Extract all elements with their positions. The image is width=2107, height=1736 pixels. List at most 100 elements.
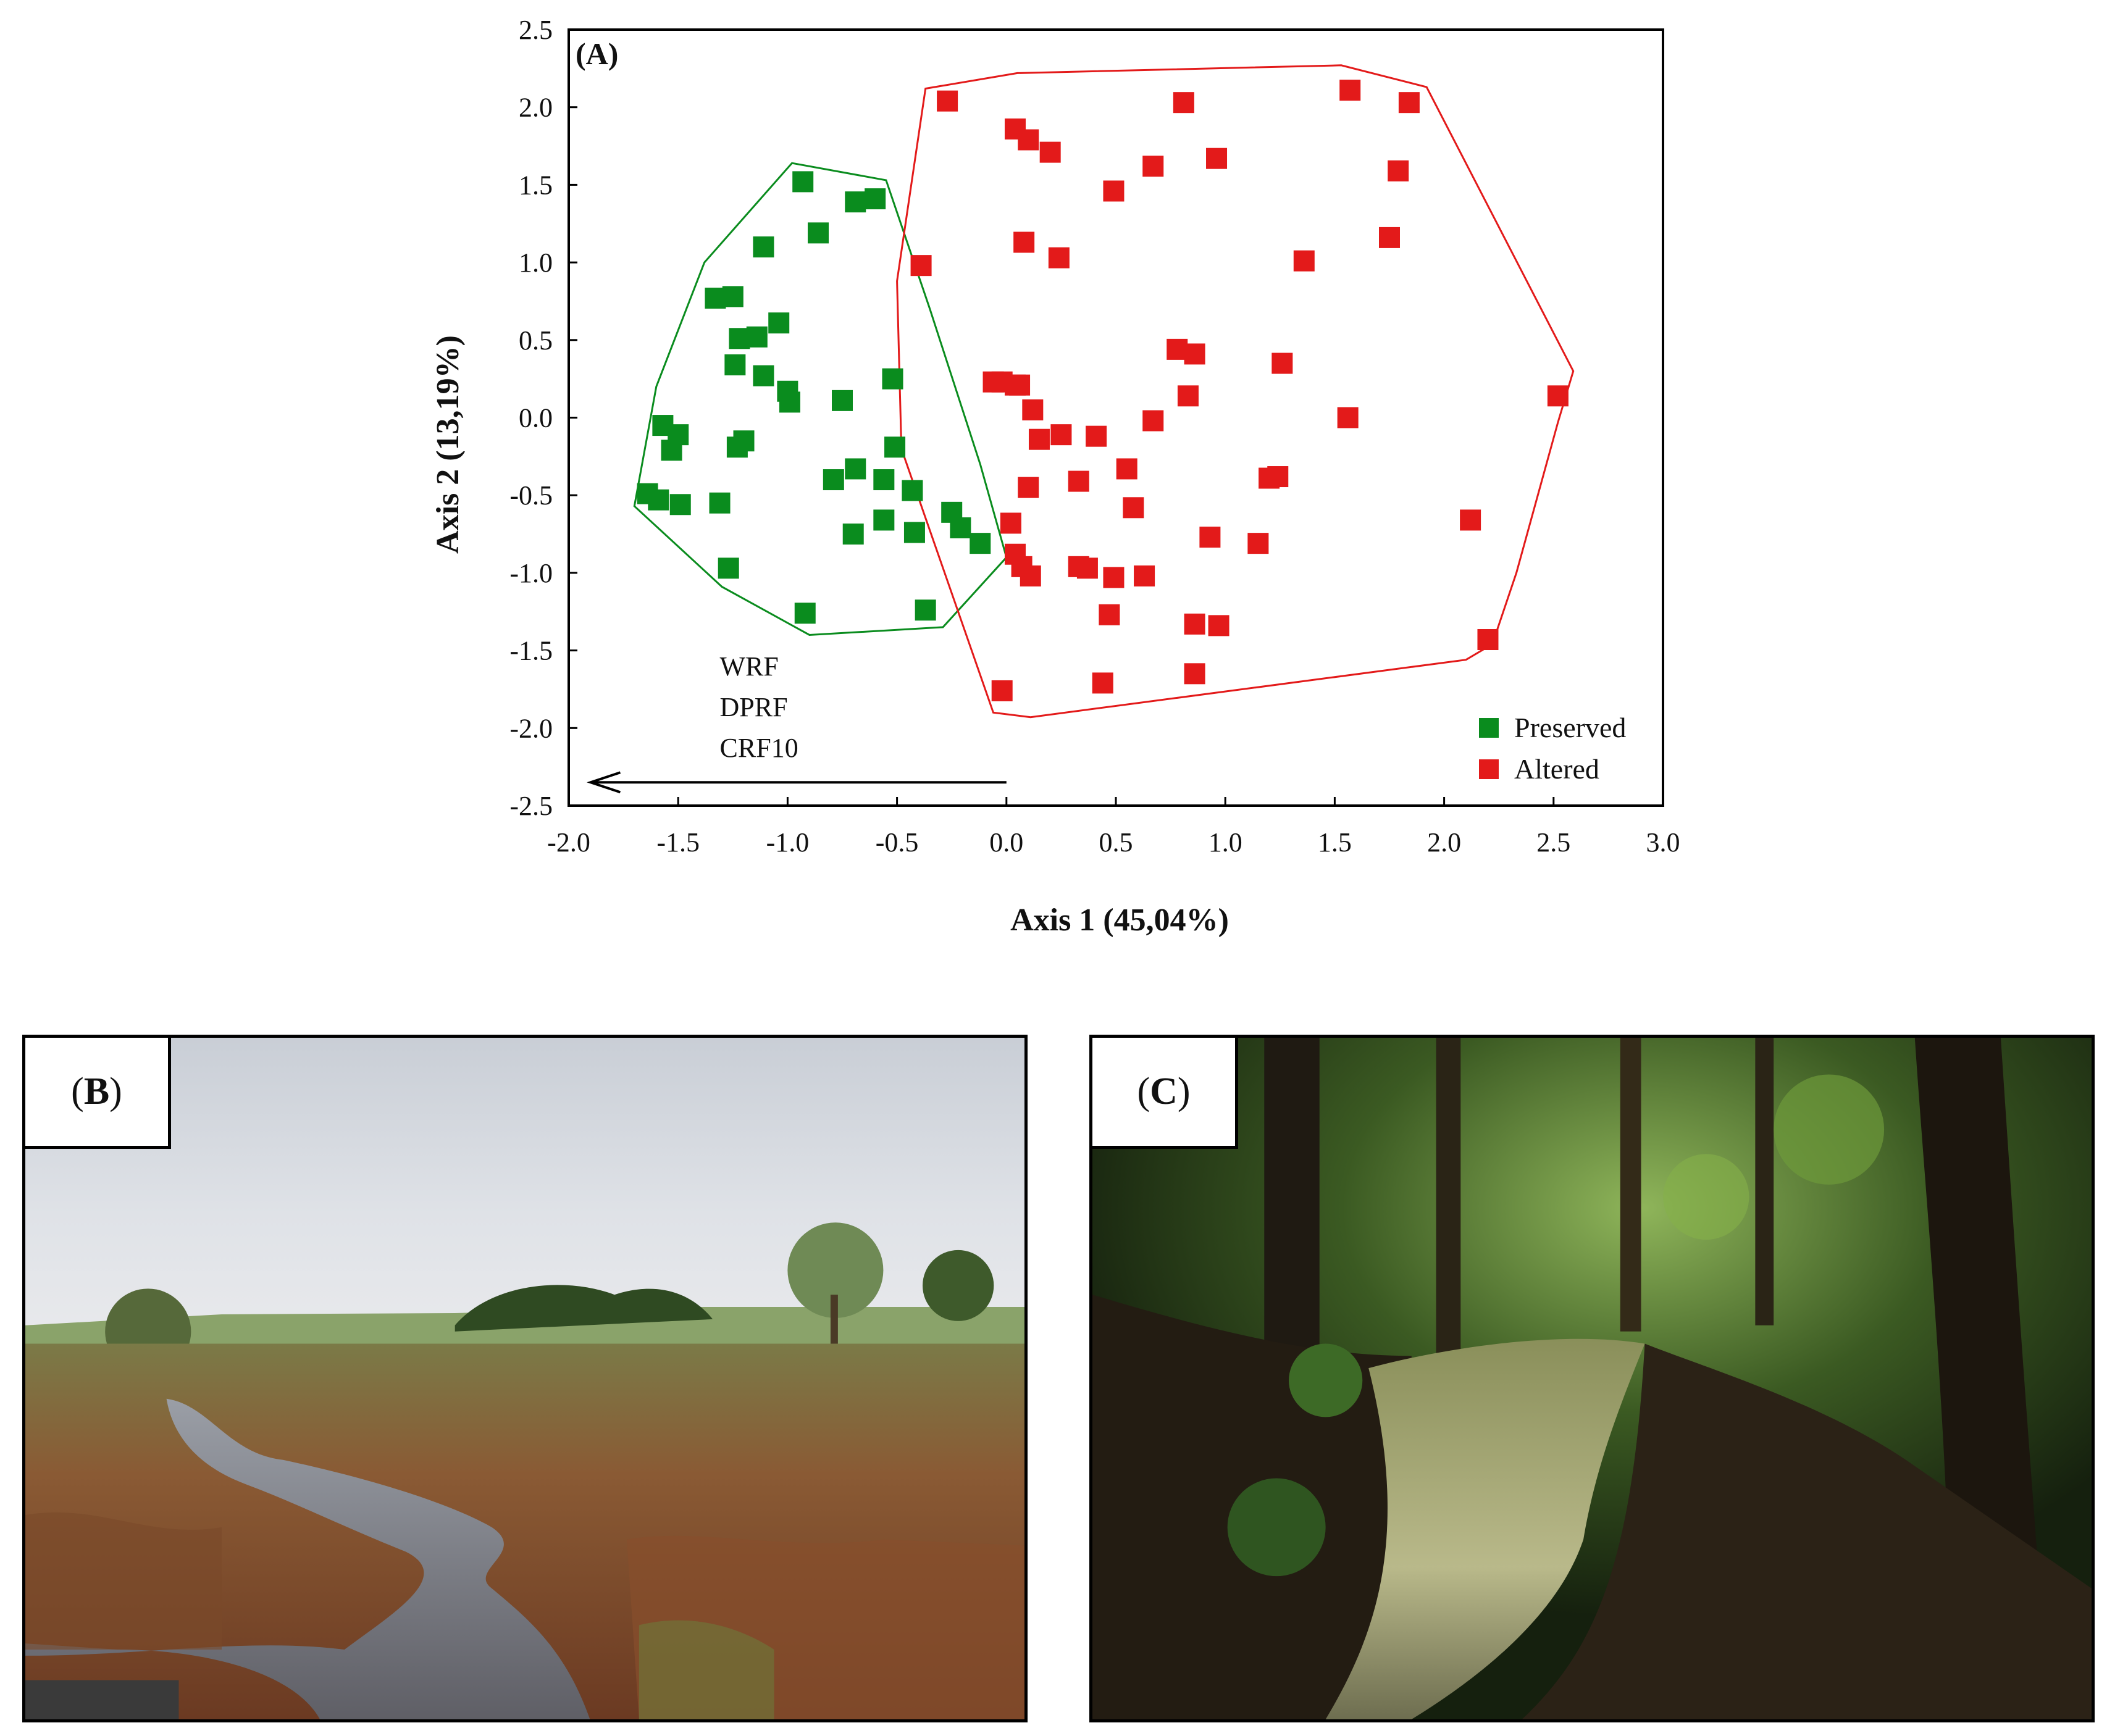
point-altered — [1142, 410, 1164, 432]
x-axis-title: Axis 1 (45,04%) — [1010, 903, 1229, 938]
point-preserved — [705, 287, 726, 309]
x-tick-label: 1.5 — [1318, 827, 1352, 858]
point-altered — [1339, 80, 1361, 101]
legend-swatch-preserved — [1479, 718, 1499, 738]
panel-label-c: (C) — [1092, 1038, 1238, 1149]
point-altered — [1018, 477, 1039, 498]
y-tick-label: 1.5 — [519, 170, 553, 200]
point-preserved — [779, 391, 800, 413]
point-altered — [937, 90, 958, 112]
point-altered — [1013, 232, 1035, 253]
point-altered — [991, 680, 1013, 701]
point-altered — [1267, 466, 1289, 488]
point-preserved — [845, 458, 866, 480]
point-preserved — [884, 436, 906, 458]
point-preserved — [753, 365, 774, 386]
y-axis-ticks: 2.5 2.0 1.5 1.0 0.5 0.0 -0.5 -1.0 -1.5 -2.0 -2.5 — [509, 15, 577, 821]
loading-arrow: WRF DPRF CRF10 — [587, 651, 1007, 794]
point-preserved — [792, 171, 814, 193]
point-preserved — [903, 522, 925, 543]
point-altered — [1206, 148, 1228, 169]
point-preserved — [753, 236, 774, 257]
legend-label-altered: Altered — [1514, 753, 1599, 785]
point-altered — [1547, 385, 1569, 407]
x-tick-label: 1.0 — [1208, 827, 1242, 858]
point-preserved — [724, 354, 746, 376]
panel-label-b: (B) — [25, 1038, 171, 1149]
point-altered — [1271, 353, 1293, 374]
arrow-label: DPRF — [720, 692, 788, 722]
legend-swatch-altered — [1479, 759, 1499, 779]
y-tick-label: 0.0 — [519, 403, 553, 433]
y-tick-label: 0.5 — [519, 325, 553, 356]
point-preserved — [950, 517, 971, 538]
point-altered — [1022, 399, 1044, 420]
x-tick-label: 0.0 — [989, 827, 1023, 858]
point-altered — [1184, 343, 1205, 365]
point-altered — [1477, 629, 1499, 651]
legend-label-preserved: Preserved — [1514, 712, 1626, 743]
point-altered — [1018, 129, 1039, 151]
point-preserved — [873, 509, 895, 531]
point-altered — [1000, 512, 1021, 534]
x-tick-label: 2.5 — [1536, 827, 1570, 858]
legend: Preserved Altered — [1479, 712, 1626, 785]
point-altered — [1086, 425, 1107, 447]
x-tick-label: 3.0 — [1646, 827, 1680, 858]
point-altered — [1123, 497, 1144, 519]
y-tick-label: -1.0 — [509, 558, 553, 588]
forest-stream-photo — [1092, 1038, 2092, 1719]
point-altered — [1116, 458, 1137, 480]
point-altered — [1177, 385, 1199, 407]
y-tick-label: 2.5 — [519, 15, 553, 45]
arrow-label: WRF — [720, 651, 779, 682]
point-preserved — [648, 489, 669, 511]
hull-preserved — [633, 162, 1008, 636]
point-altered — [1337, 407, 1359, 428]
x-tick-label: -1.0 — [766, 827, 810, 858]
point-preserved — [832, 390, 853, 411]
point-altered — [1460, 509, 1481, 531]
point-altered — [1184, 663, 1205, 685]
wetland-stream-photo — [25, 1038, 1024, 1719]
point-altered — [1092, 672, 1113, 694]
y-axis-title: Axis 2 (13,19%) — [430, 335, 466, 554]
arrow-head — [587, 771, 621, 794]
point-preserved — [768, 312, 790, 334]
point-altered — [1048, 247, 1070, 269]
point-preserved — [842, 524, 864, 545]
point-altered — [1103, 180, 1125, 202]
point-altered — [1009, 374, 1031, 396]
ordination-chart: 2.5 2.0 1.5 1.0 0.5 0.0 -0.5 -1.0 -1.5 -2.0 -2.5 -… — [430, 15, 1680, 938]
x-tick-label: -0.5 — [876, 827, 919, 858]
point-altered — [1379, 227, 1400, 248]
x-tick-label: -1.5 — [656, 827, 700, 858]
point-preserved — [729, 328, 750, 349]
arrow-label: CRF10 — [720, 733, 798, 763]
point-preserved — [902, 480, 923, 501]
point-altered — [1208, 615, 1229, 636]
x-axis-ticks: -2.0 -1.5 -1.0 -0.5 0.0 0.5 1.0 1.5 2.0 2.5 3.0 — [547, 797, 1680, 858]
point-preserved — [823, 469, 844, 491]
point-preserved — [746, 326, 768, 348]
point-altered — [1142, 156, 1164, 177]
point-altered — [1398, 92, 1420, 114]
point-altered — [1388, 160, 1409, 182]
point-preserved — [718, 557, 739, 579]
point-altered — [1199, 527, 1221, 548]
photo-panel-c: (C) — [1089, 1035, 2095, 1722]
point-preserved — [915, 599, 936, 621]
data-points — [637, 80, 1569, 701]
y-tick-label: -1.5 — [509, 636, 553, 666]
point-preserved — [808, 222, 829, 244]
x-tick-label: 0.5 — [1099, 827, 1133, 858]
point-preserved — [882, 368, 903, 390]
point-altered — [1167, 338, 1188, 360]
point-altered — [1039, 141, 1061, 163]
point-altered — [1184, 613, 1205, 635]
y-tick-label: -2.5 — [509, 791, 553, 821]
point-preserved — [794, 603, 816, 624]
point-altered — [1099, 604, 1120, 625]
point-preserved — [722, 286, 744, 307]
